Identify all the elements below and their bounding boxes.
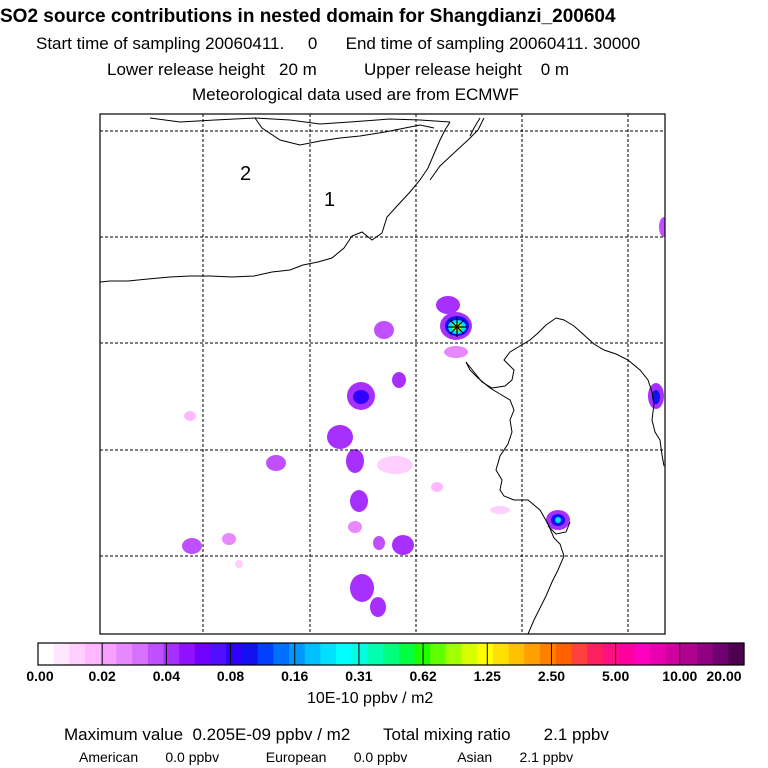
regional-contributions: American 0.0 ppbv European 0.0 ppbv Asia… [79, 749, 574, 765]
max-value-summary: Maximum value 0.205E-09 ppbv / m2 Total … [64, 725, 609, 744]
map-title: SO2 source contributions in nested domai… [0, 6, 616, 27]
region-label-2: 2 [240, 163, 251, 185]
meteo-source: Meteorological data used are from ECMWF [192, 85, 519, 104]
colorbar-cell [116, 643, 133, 665]
colorbar-cell [289, 643, 306, 665]
colorbar-cell [147, 643, 165, 665]
colorbar-cell [383, 643, 400, 665]
colorbar-frame [37, 642, 745, 666]
colorbar-cell [320, 643, 337, 665]
colorbar-cell [555, 643, 573, 665]
colorbar-cell [210, 643, 227, 665]
colorbar-cell [649, 643, 667, 665]
colorbar-cell [445, 643, 463, 665]
colorbar-cell [602, 643, 620, 665]
colorbar-tick-label: 0.31 [345, 668, 373, 684]
colorbar-cell [226, 643, 243, 665]
colorbar-cell [696, 643, 714, 665]
colorbar-cell [398, 643, 416, 665]
colorbar-cell [257, 643, 274, 665]
colorbar-cell [634, 643, 651, 665]
colorbar-cell [273, 643, 290, 665]
colorbar-cell [194, 643, 212, 665]
colorbar-cell [179, 643, 196, 665]
map-frame [99, 113, 666, 635]
colorbar-tick-label: 20.00 [706, 668, 742, 684]
colorbar-cell [524, 643, 541, 665]
sampling-times: Start time of sampling 20060411. 0 End t… [36, 34, 641, 53]
colorbar-cell [430, 643, 447, 665]
station-marker [447, 317, 467, 337]
region-label-1: 1 [324, 189, 335, 211]
colorbar-cell [336, 643, 353, 665]
colorbar-cell [477, 643, 494, 665]
colorbar-tick-label: 0.08 [216, 668, 245, 684]
colorbar-unit: 10E-10 ppbv / m2 [307, 690, 434, 707]
colorbar-cell [100, 643, 118, 665]
colorbar-tick-label: 0.00 [26, 668, 54, 684]
colorbar-cell [618, 643, 635, 665]
colorbar-tick-label: 0.02 [88, 668, 116, 684]
colorbar-cell [571, 643, 588, 665]
colorbar-cell [53, 643, 70, 665]
colorbar-cell [681, 643, 698, 665]
colorbar-tick-label: 10.00 [662, 668, 698, 684]
colorbar-cell [508, 643, 525, 665]
colorbar-cell [163, 643, 180, 665]
colorbar-cell [665, 643, 682, 665]
colorbar-cell [241, 643, 259, 665]
colorbar-cell [69, 643, 86, 665]
colorbar-cell [132, 643, 149, 665]
colorbar-tick-label: 2.50 [537, 668, 566, 684]
colorbar-tick-label: 1.25 [473, 668, 501, 684]
colorbar-tick-label: 0.62 [409, 668, 437, 684]
colorbar-cell [38, 643, 55, 665]
colorbar-tick-label: 0.04 [152, 668, 180, 684]
colorbar-tick-label: 5.00 [602, 668, 630, 684]
colorbar-cell [85, 643, 102, 665]
colorbar-cell [461, 643, 478, 665]
release-heights: Lower release height 20 m Upper release … [107, 60, 570, 79]
colorbar-cell [587, 643, 604, 665]
colorbar-cell [712, 643, 729, 665]
boundaries [100, 117, 665, 634]
colorbar-cell [351, 643, 369, 665]
colorbar-tick-label: 0.16 [281, 668, 309, 684]
colorbar-cell [304, 643, 321, 665]
plume-layer [182, 217, 665, 617]
colorbar-cell [540, 643, 557, 665]
colorbar-cell [728, 643, 745, 665]
lat-lon-grid [100, 114, 665, 634]
colorbar-cell [492, 643, 510, 665]
colorbar-cell [367, 643, 384, 665]
